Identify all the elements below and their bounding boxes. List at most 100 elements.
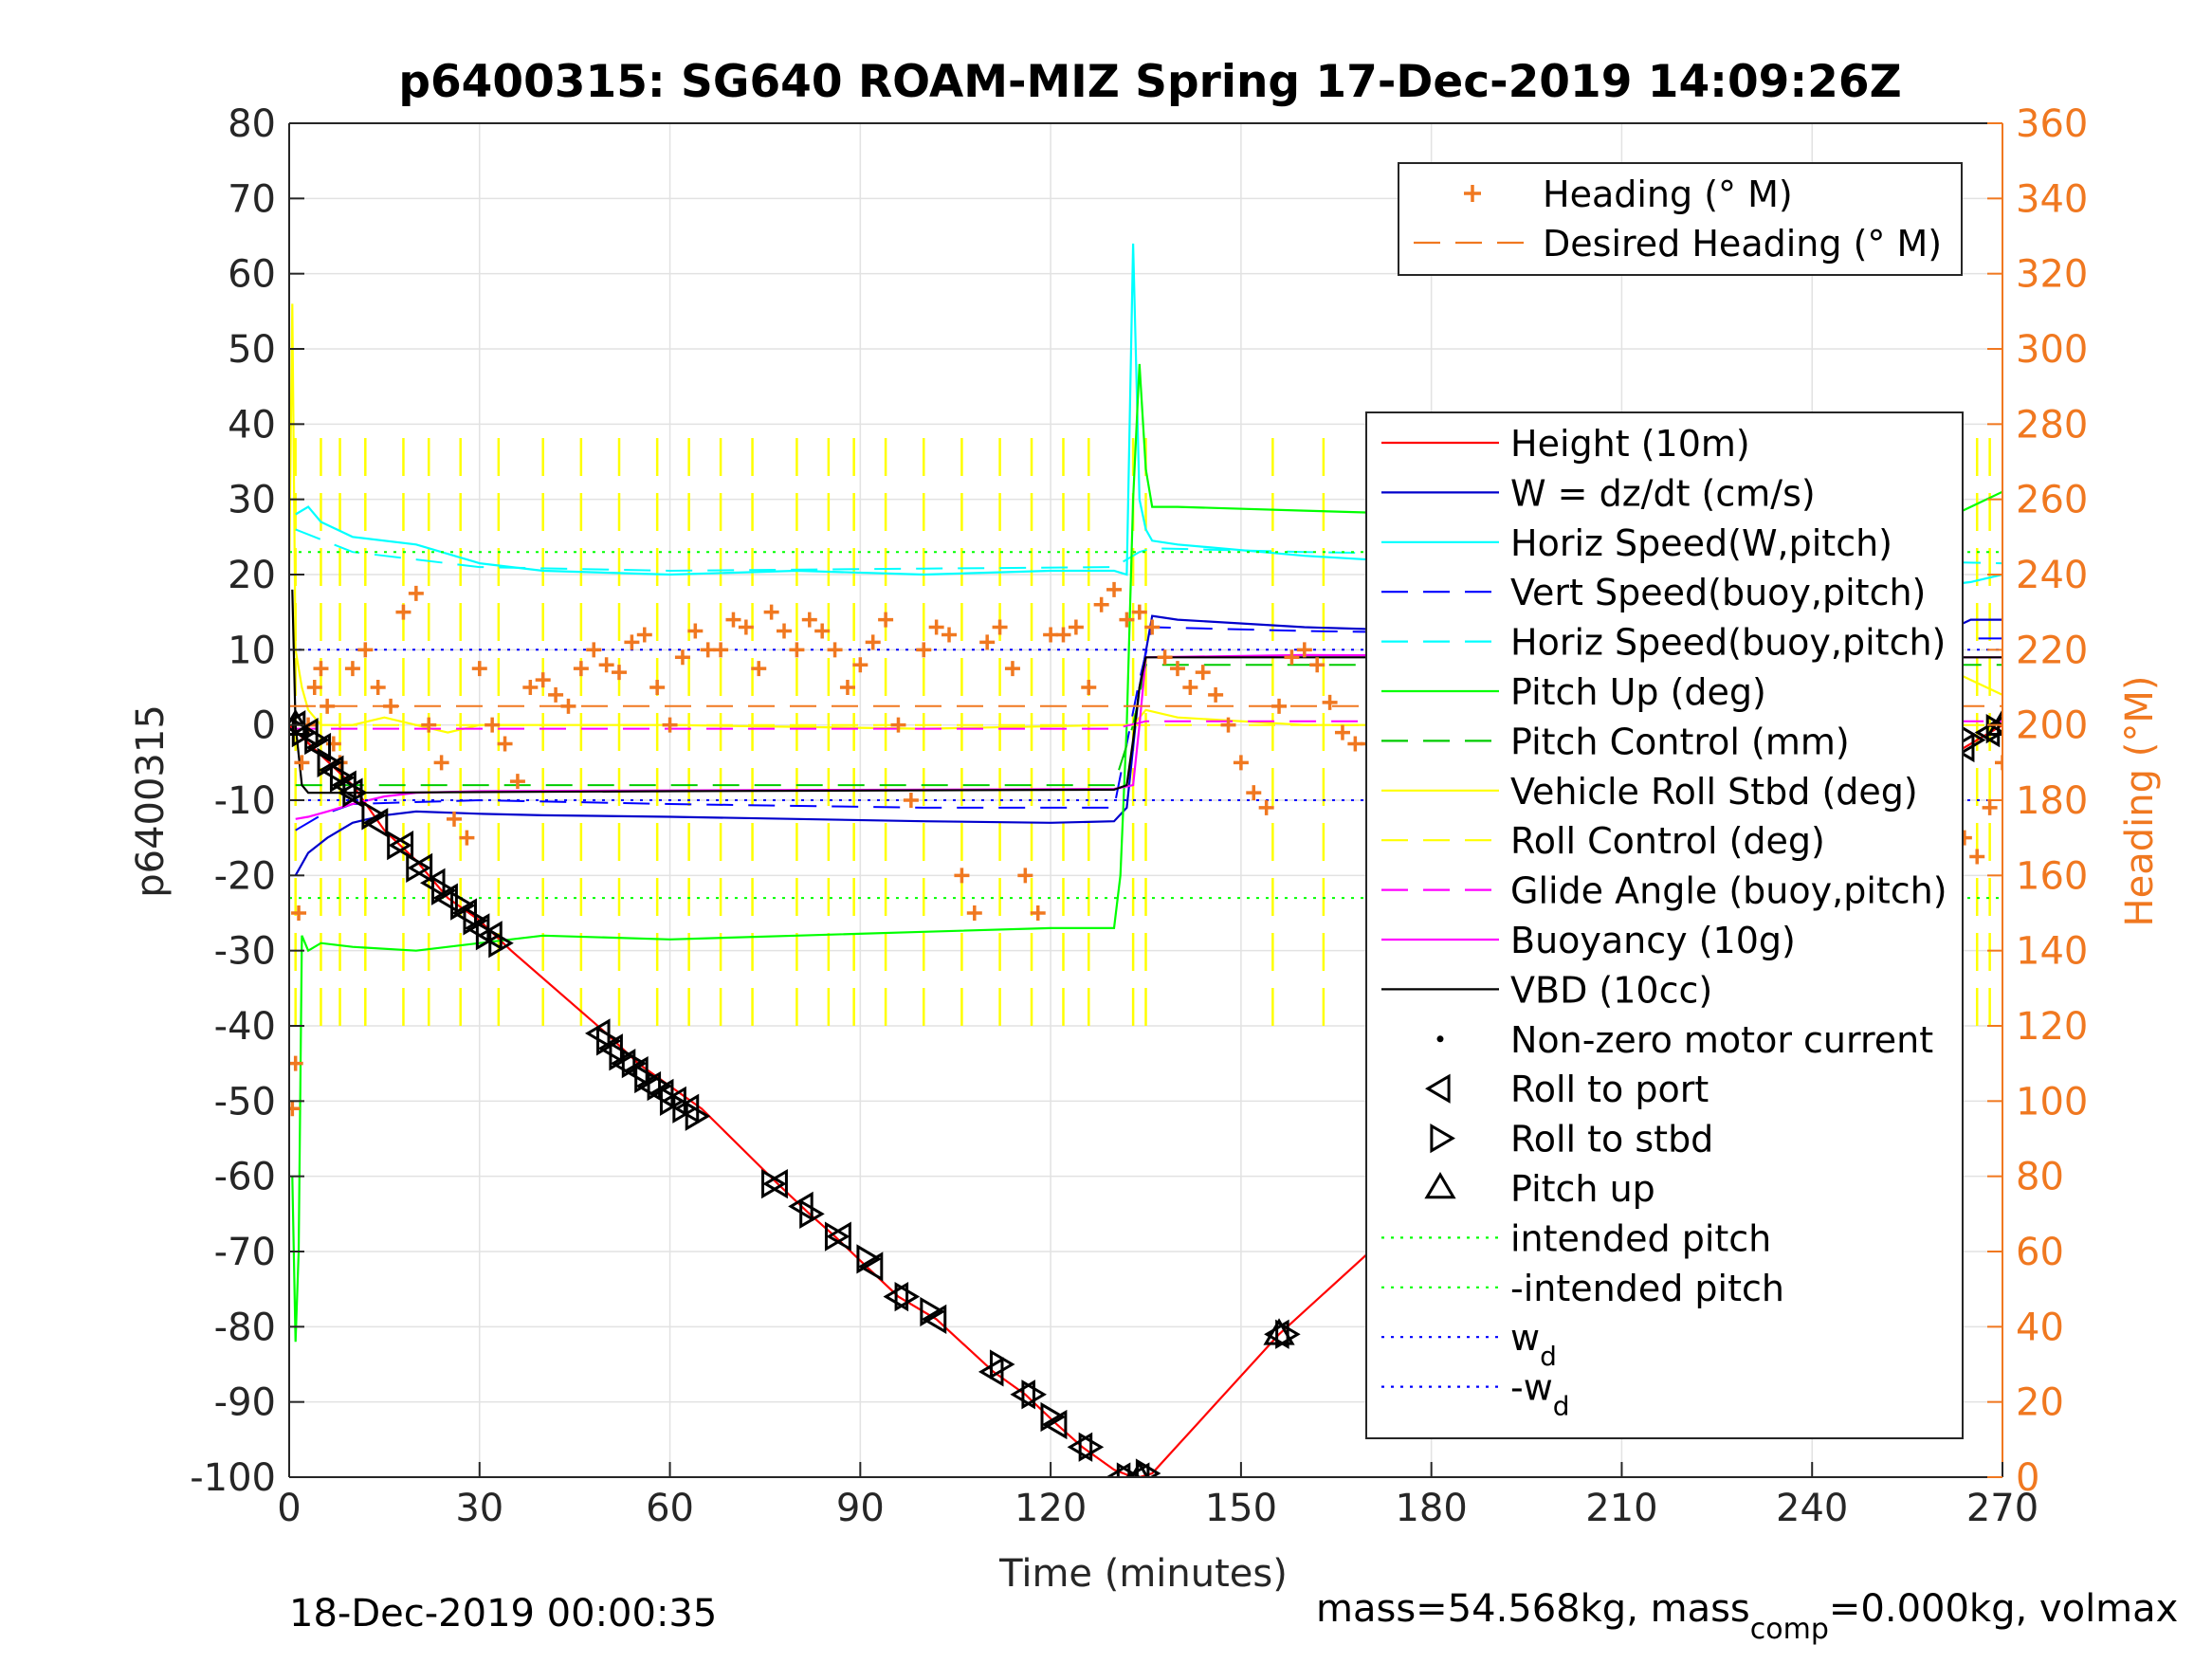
y-tick-label-right: 40 (2016, 1306, 2064, 1349)
legend-sample (1425, 1073, 1451, 1104)
heading-marker (954, 868, 970, 884)
y-tick-label-left: -50 (214, 1080, 276, 1124)
roll-to-stbd-marker (1116, 1462, 1143, 1477)
legend-main-entry-label: Roll to stbd (1510, 1119, 1713, 1160)
heading-marker (522, 680, 539, 695)
y-tick-label-left: -40 (214, 1005, 276, 1049)
heading-marker (471, 661, 487, 677)
heading-marker (1017, 868, 1033, 884)
heading-marker (992, 619, 1008, 635)
y-tick-label-left: -90 (214, 1381, 276, 1425)
y-tick-label-left: 30 (228, 479, 276, 522)
y-tick-label-right: 60 (2016, 1231, 2064, 1274)
legend-main-entry-label: Vehicle Roll Stbd (deg) (1510, 771, 1918, 813)
roll-to-stbd-marker (1021, 1380, 1047, 1410)
chart-title: p6400315: SG640 ROAM-MIZ Spring 17-Dec-2… (398, 56, 1901, 108)
legend-main-entry-label: Pitch Control (mm) (1510, 721, 1850, 762)
roll-to-stbd-marker (989, 1349, 1015, 1380)
x-tick-label: 270 (1966, 1487, 2038, 1530)
pitch-up-marker (1986, 708, 2002, 736)
legend-main-entry-label: Glide Angle (buoy,pitch) (1510, 870, 1947, 912)
footer-mass-info: mass=54.568kg, masscomp=0.000kg, volmax (1316, 1587, 2178, 1646)
roll-to-stbd-marker (659, 1086, 686, 1116)
legend-main-entry-label: VBD (10cc) (1510, 969, 1712, 1011)
heading-marker (289, 1055, 303, 1071)
y-tick-label-right: 0 (2016, 1456, 2039, 1500)
heading-marker (903, 793, 919, 808)
legend-sample (1424, 1172, 1456, 1199)
heading-marker (1347, 736, 1363, 752)
roll-to-port-marker (337, 777, 363, 808)
x-tick-label: 0 (277, 1487, 301, 1530)
y-tick-label-left: 0 (252, 704, 276, 748)
plot-area: 0 30 60 90 120 150 180 210 240 270-100-90-80-70-6… (190, 102, 2088, 1530)
heading-marker (291, 905, 307, 921)
heading-marker (357, 642, 374, 658)
heading-marker (383, 698, 399, 714)
heading-marker (1220, 717, 1236, 733)
roll-to-port-marker (857, 1252, 884, 1282)
roll-to-stbd-marker (609, 1041, 634, 1071)
heading-marker (700, 642, 716, 658)
heading-marker (1081, 680, 1097, 695)
heading-marker (649, 680, 666, 695)
heading-marker (1093, 596, 1109, 612)
roll-to-stbd-marker (634, 1063, 660, 1094)
heading-marker (966, 905, 982, 921)
heading-marker (344, 661, 360, 677)
y-tick-label-left: 50 (228, 328, 276, 372)
y-tick-label-left: 80 (228, 102, 276, 146)
roll-to-stbd-marker (1135, 1458, 1161, 1477)
y-tick-label-right: 80 (2016, 1156, 2064, 1199)
legend-main-entry-label: intended pitch (1510, 1217, 1771, 1259)
roll-to-stbd-marker (856, 1244, 882, 1274)
y-tick-label-right: 140 (2016, 930, 2088, 974)
heading-marker (1119, 612, 1135, 628)
y-tick-label-right: 340 (2016, 177, 2088, 221)
heading-marker (865, 634, 881, 650)
heading-marker (433, 755, 449, 771)
y-tick-label-right: 260 (2016, 479, 2088, 522)
y-tick-label-right: 360 (2016, 102, 2088, 146)
legend-heading-box (1398, 162, 1963, 276)
footer-mass-tail: =0.000kg, volmax (1829, 1587, 2178, 1631)
legend-main-entry-label: Horiz Speed(W,pitch) (1510, 522, 1892, 564)
roll-to-stbd-marker (672, 1093, 698, 1124)
heading-marker (738, 619, 754, 635)
heading-marker (1030, 905, 1046, 921)
heading-marker (509, 774, 525, 790)
heading-marker (777, 623, 793, 639)
heading-marker (1208, 686, 1224, 703)
roll-to-stbd-marker (304, 724, 330, 756)
roll-to-port-marker (1987, 716, 2002, 735)
y-tick-label-right: 160 (2016, 854, 2088, 898)
heading-marker (687, 623, 704, 639)
legend-main-entry-label: Buoyancy (10g) (1510, 920, 1796, 961)
x-tick-label: 90 (836, 1487, 885, 1530)
heading-marker (586, 642, 602, 658)
heading-marker (624, 634, 640, 650)
heading-marker (751, 661, 767, 677)
y-tick-label-left: -80 (214, 1306, 276, 1349)
legend-main-entry-label: Roll Control (deg) (1510, 820, 1825, 862)
legend-main-entry-label: W = dz/dt (cm/s) (1510, 472, 1816, 514)
heading-marker (1969, 849, 1985, 865)
roll-to-stbd-marker (463, 905, 489, 936)
heading-marker (598, 657, 614, 673)
y-tick-label-left: -20 (214, 854, 276, 898)
roll-to-stbd-marker (621, 1049, 648, 1079)
y-tick-label-left: -30 (214, 930, 276, 974)
heading-marker (1284, 649, 1300, 666)
heading-marker (313, 661, 329, 677)
footer-mass-text: mass=54.568kg, mass (1316, 1587, 1750, 1631)
x-tick-label: 240 (1776, 1487, 1848, 1530)
y-tick-label-left: 60 (228, 253, 276, 297)
heading-marker (1055, 627, 1071, 643)
heading-marker (421, 717, 437, 733)
roll-to-stbd-marker (387, 830, 412, 861)
roll-to-stbd-marker (329, 762, 356, 793)
legend-main-entry-label: Horiz Speed(buoy,pitch) (1510, 622, 1946, 664)
heading-marker (320, 698, 336, 714)
heading-marker (801, 612, 817, 628)
y-tick-label-right: 20 (2016, 1381, 2064, 1425)
